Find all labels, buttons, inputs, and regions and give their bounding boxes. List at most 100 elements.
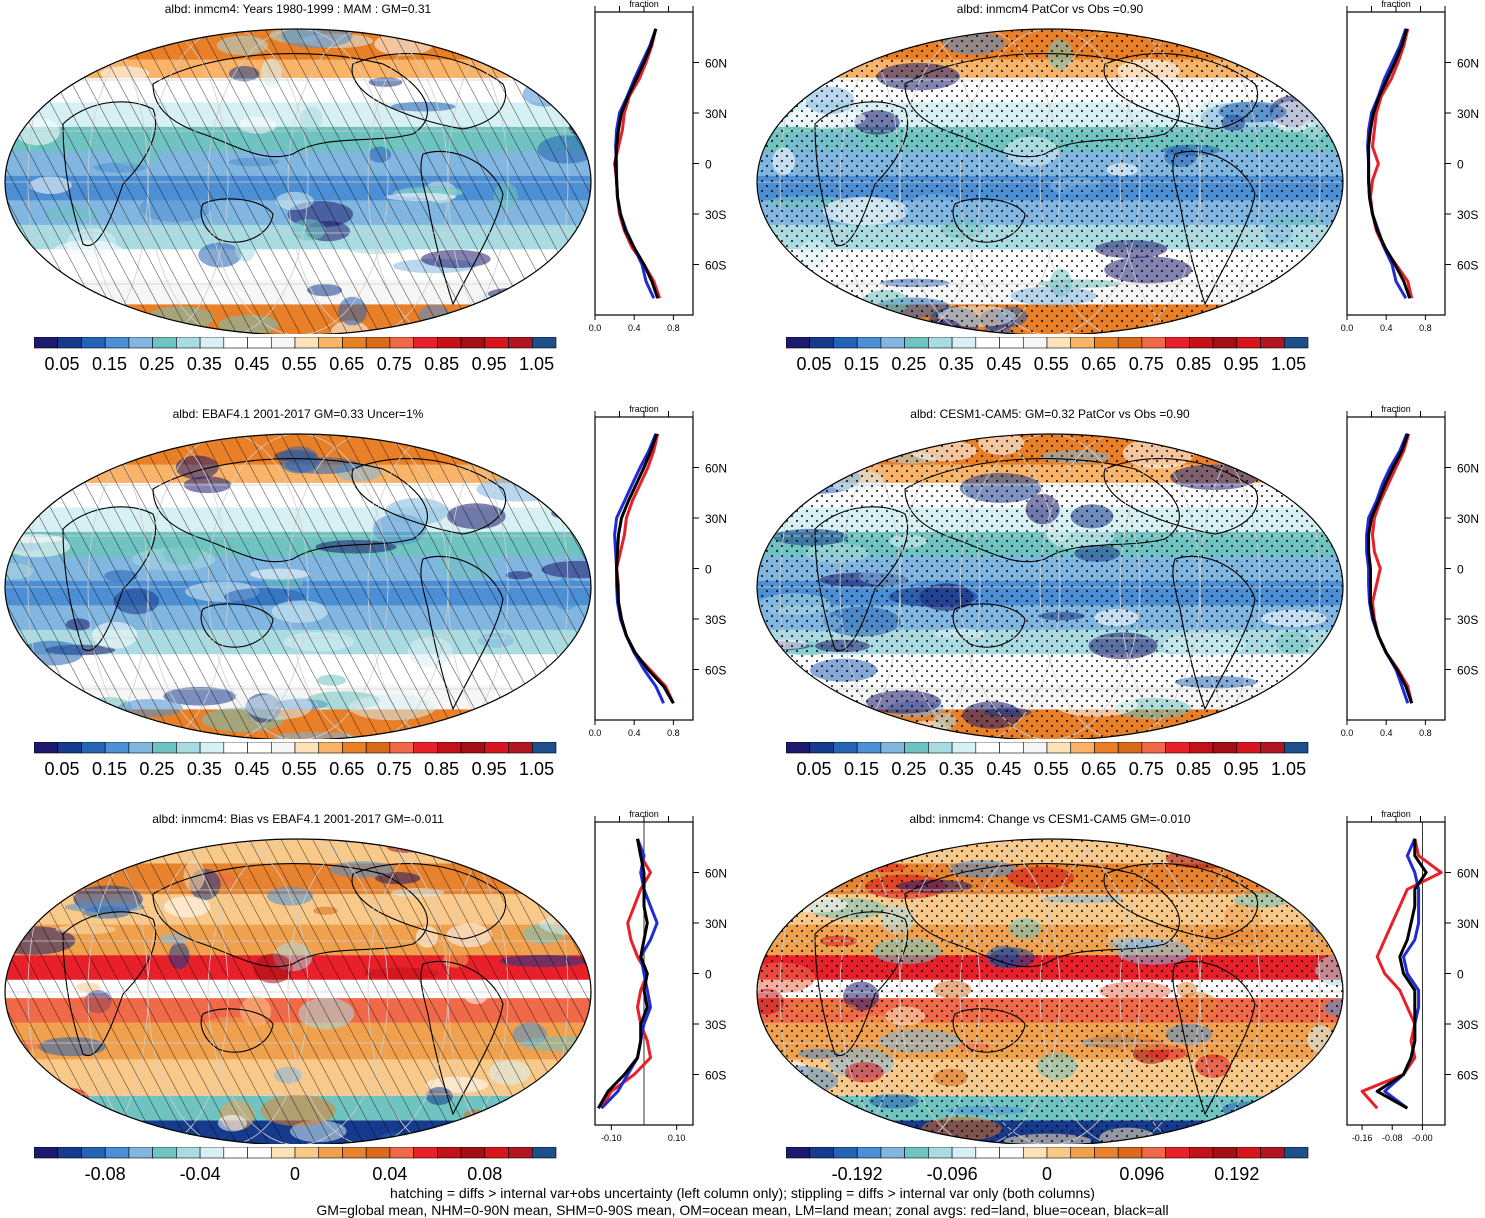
colorbar-swatch — [833, 742, 858, 754]
colorbar-swatch — [1094, 1147, 1119, 1159]
colorbar-swatch — [1094, 742, 1119, 754]
colorbar-swatch — [223, 337, 248, 349]
colorbar-label: 0.75 — [377, 354, 412, 374]
colorbar-label: 1.05 — [519, 759, 554, 779]
map-field-patch — [433, 321, 485, 334]
colorbar-label: 0.25 — [139, 354, 174, 374]
map-field-patch — [542, 471, 591, 486]
colorbar-swatch — [413, 1147, 438, 1159]
colorbar-swatch — [1117, 337, 1143, 349]
map-outline — [4, 838, 592, 1144]
colorbar-label: 0.55 — [1034, 354, 1069, 374]
colorbar-label: 0.65 — [1081, 354, 1116, 374]
colorbar-swatch — [809, 1147, 834, 1159]
x-tick-label: -0.10 — [601, 1133, 622, 1143]
colorbar-swatch — [904, 1147, 929, 1159]
colorbar-swatch — [342, 742, 367, 754]
map-field-patch — [451, 716, 492, 739]
colorbar-swatch — [81, 742, 106, 754]
colorbar-swatch — [1189, 1147, 1214, 1159]
colorbar-label: 0.45 — [234, 354, 269, 374]
colorbar-label: 0.25 — [891, 354, 926, 374]
map-field-patch — [781, 723, 826, 739]
colorbar-swatch — [1117, 1147, 1143, 1159]
zonal-series-all — [614, 28, 660, 299]
colorbar-swatch — [104, 1147, 130, 1159]
colorbar-swatch — [1022, 1147, 1048, 1159]
colorbar-swatch — [786, 742, 811, 754]
colorbar-swatch — [1094, 337, 1119, 349]
lat-tick-label: 30S — [1457, 1018, 1478, 1032]
zonal-title: fraction — [1381, 405, 1411, 414]
zonal-title: fraction — [629, 810, 659, 819]
colorbar-swatch — [1283, 1147, 1309, 1159]
x-tick-label: 0.0 — [1341, 323, 1353, 333]
colorbar-swatch — [199, 1147, 225, 1159]
map-field-patch — [757, 682, 789, 693]
colorbar-swatch — [270, 1147, 296, 1159]
zonal-mean-plot: fraction 60N 30N 0 30S 60S 0.0 0.4 0.8 — [589, 405, 727, 738]
zonal-title: fraction — [629, 405, 659, 414]
colorbar-label: 0.45 — [234, 759, 269, 779]
zonal-frame — [1346, 821, 1446, 1126]
colorbar-label: 0.55 — [1034, 759, 1069, 779]
map-field-patch — [1291, 456, 1343, 483]
lat-tick-label: 30N — [705, 512, 727, 526]
colorbar-label: 0.35 — [939, 759, 974, 779]
x-tick-label: 0.4 — [628, 323, 641, 333]
zonal-mean-plot: fraction 60N 30N 0 30S 60S 0.0 0.4 0.8 — [1341, 0, 1479, 333]
colorbar-label: 0.15 — [92, 759, 127, 779]
colorbar-label: 0.15 — [844, 759, 879, 779]
colorbar-label: 0.05 — [45, 759, 80, 779]
map-panel — [756, 433, 1344, 739]
map-outline — [4, 28, 592, 334]
colorbar-swatch — [1260, 1147, 1285, 1159]
colorbar-swatch — [389, 337, 414, 349]
zonal-title: fraction — [629, 0, 659, 9]
map-field-patch — [1207, 29, 1256, 59]
colorbar-swatch — [531, 1147, 557, 1159]
colorbar-swatch — [484, 337, 509, 349]
lat-tick-label: 30N — [1457, 107, 1479, 121]
x-tick-label: 0.4 — [1380, 323, 1393, 333]
map-title: albd: inmcm4: Change vs CESM1-CAM5 GM=-0… — [909, 812, 1191, 826]
x-tick-label: 0.8 — [667, 323, 680, 333]
lat-tick-label: 30S — [705, 613, 726, 627]
colorbar-swatch — [880, 1147, 905, 1159]
hatching-overlay — [5, 839, 591, 1144]
colorbar-swatch — [833, 337, 858, 349]
colorbar-swatch — [34, 742, 59, 754]
lat-tick-label: 60S — [705, 664, 726, 678]
colorbar-swatch — [247, 742, 272, 754]
colorbar-label: 1.05 — [519, 354, 554, 374]
colorbar-swatch — [786, 337, 811, 349]
colorbar-swatch — [81, 337, 106, 349]
lat-tick-label: 60S — [705, 259, 726, 273]
lat-tick-label: 60N — [705, 57, 727, 71]
hatching-overlay — [5, 29, 591, 334]
colorbar-label: 0 — [1042, 1164, 1052, 1184]
colorbar-swatch — [1165, 337, 1190, 349]
colorbar-swatch — [1046, 742, 1072, 754]
colorbar-swatch — [1165, 1147, 1190, 1159]
map-field-patch — [1300, 321, 1343, 330]
colorbar-label: -0.192 — [832, 1164, 883, 1184]
colorbar-swatch — [318, 742, 343, 754]
colorbar-swatch — [975, 337, 1000, 349]
colorbar-swatch — [928, 337, 953, 349]
colorbar-label: 0.05 — [45, 354, 80, 374]
map-panel — [4, 28, 592, 334]
map-field-patch — [757, 51, 793, 62]
colorbar-swatch — [904, 742, 929, 754]
colorbar-label: -0.096 — [927, 1164, 978, 1184]
map-field-patch — [769, 310, 795, 334]
colorbar: 0.05 0.15 0.25 0.35 0.45 0.55 0.65 0.75 0.85 0.95… — [34, 337, 557, 374]
colorbar-swatch — [437, 337, 462, 349]
footer-line-1: hatching = diffs > internal var+obs unce… — [390, 1185, 1095, 1201]
colorbar-label: 1.05 — [1271, 759, 1306, 779]
lat-tick-label: 0 — [1457, 968, 1464, 982]
map-title: albd: CESM1-CAM5: GM=0.32 PatCor vs Obs … — [910, 407, 1190, 421]
colorbar-swatch — [176, 337, 201, 349]
zonal-series-all — [1375, 838, 1428, 1110]
x-tick-label: 0.8 — [1419, 728, 1432, 738]
